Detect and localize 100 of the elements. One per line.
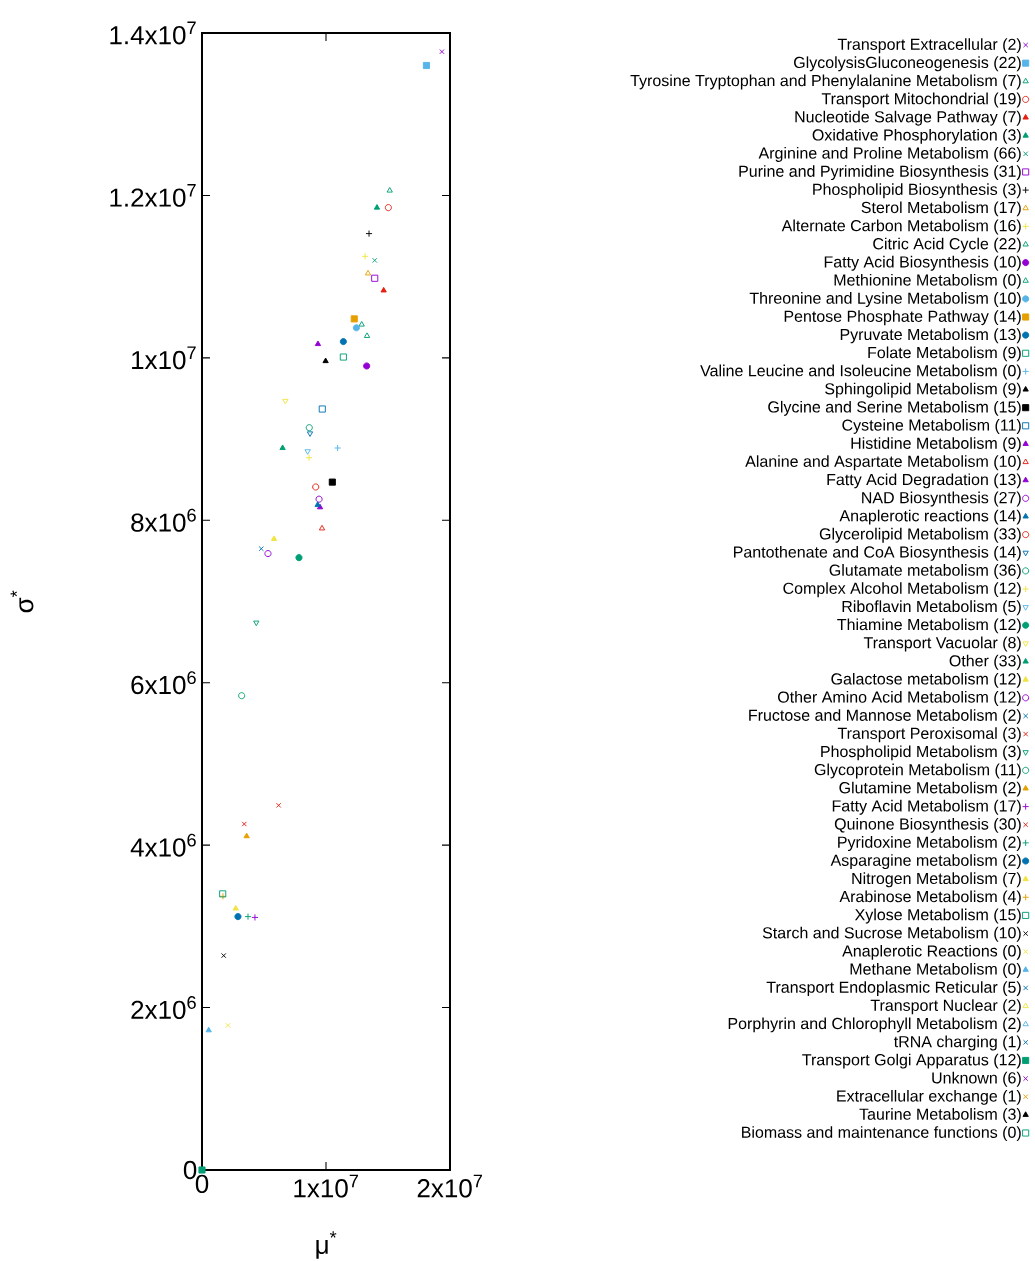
legend-label: Extracellular exchange (1) [837,1089,1021,1105]
point [295,554,303,562]
point [384,204,392,212]
legend-label: Taurine Metabolism (3) [859,1108,1021,1123]
point [198,1166,206,1174]
legend-label: Phospholipid Metabolism (3) [821,745,1021,761]
legend-label: Phospholipid Biosynthesis (3) [813,183,1021,199]
point [279,444,286,450]
legend-label: Thiamine Metabolism (12) [837,618,1021,634]
legend-label: Biomass and maintenance functions (0) [742,1126,1021,1142]
point [305,454,313,462]
legend-label: Cysteine Metabolism (11) [842,419,1021,434]
legend-label: Nitrogen Metabolism (7) [852,872,1021,888]
legend-label: Other (33) [949,654,1021,670]
point [439,49,445,55]
point [205,1026,212,1033]
legend-label: Pentose Phosphate Pathway (14) [784,310,1021,326]
x-tick-label: 1x10$^{7}$ [294,1174,358,1198]
x-axis-title: μ$^{*}$ [316,1231,337,1259]
legend-label: Glycoprotein Metabolism (11) [814,763,1021,779]
legend-label: Other Amino Acid Metabolism (12) [778,691,1021,706]
point [352,324,360,332]
legend-label: Pantothenate and CoA Biosynthesis (14) [734,545,1021,561]
legend-label: Threonine and Lysine Metabolism (10) [749,292,1021,307]
legend-label: Transport Nuclear (2) [870,999,1021,1015]
legend-label: Transport Mitochondrial (19) [821,92,1021,108]
legend-label: Sterol Metabolism (17) [861,201,1021,217]
legend-label: NAD Biosynthesis (27) [862,491,1021,507]
legend-label: tRNA charging (1) [893,1035,1021,1051]
point [318,405,326,413]
legend-label: Transport Endoplasmic Reticular (5) [766,981,1021,997]
point [339,353,347,361]
legend-label: Starch and Sucrose Metabolism (10) [762,926,1021,942]
point [241,821,247,827]
point [304,449,311,455]
y-tick-label: 6x10$^{6}$ [131,671,196,695]
legend-label: Alternate Carbon Metabolism (16) [781,219,1021,235]
legend-label: Glutamate metabolism (36) [829,564,1021,579]
point [358,321,365,327]
point [372,257,378,264]
point [339,338,347,346]
x-tick-label: 2x10$^{7}$ [417,1174,482,1198]
point [264,550,272,558]
point [422,61,430,70]
legend-label: Folate Metabolism (9) [868,346,1021,362]
point [361,252,369,260]
point [221,952,227,959]
point [371,274,379,282]
legend-label: Transport Golgi Apparatus (12) [802,1053,1021,1069]
point [306,431,314,437]
legend-label: Histidine Metabolism (9) [851,437,1021,453]
point [322,357,329,364]
legend-label: Fatty Acid Biosynthesis (10) [824,255,1021,271]
point [386,187,393,193]
legend-label: Valine Leucine and Isoleucine Metabolism (0) [700,364,1021,380]
point [363,332,371,338]
point [275,802,282,808]
point [243,832,250,839]
y-tick-label: 4x10$^{6}$ [130,833,196,857]
y-tick-label: 2x10$^{6}$ [131,996,196,1020]
legend-label: Fatty Acid Metabolism (17) [832,799,1021,815]
point [315,495,323,503]
legend-label: Anaplerotic Reactions (0) [842,944,1021,960]
point [365,230,373,238]
legend-label: Purine and Pyrimidine Biosynthesis (31) [739,165,1021,181]
legend-label: Fatty Acid Degradation (13) [827,473,1021,489]
legend-label: Riboflavin Metabolism (5) [842,600,1021,616]
legend-label: Galactose metabolism (12) [831,672,1021,688]
point [380,286,387,293]
y-tick-label: 8x10$^{6}$ [131,508,196,532]
point [225,1022,231,1029]
point [334,444,342,452]
legend-label: Arginine and Proline Metabolism (66) [758,147,1021,162]
legend-label: Porphyrin and Chlorophyll Metabolism (2) [728,1017,1021,1033]
x-tick-label: 0 [195,1174,209,1194]
point [270,535,278,541]
y-tick-label: 1.2x10$^{7}$ [110,184,196,207]
legend-label: Sphingolipid Metabolism (9) [825,382,1021,398]
legend-label: Glycerolipid Metabolism (33) [819,527,1021,543]
y-tick-label: 1.4x10$^{7}$ [110,21,196,45]
y-tick-label: 0 [183,1160,197,1180]
legend-label: Glycine and Serine Metabolism (15) [768,400,1021,416]
y-axis-title: σ$^{*}$ [10,590,34,613]
legend-label: Alanine and Aspartate Metabolism (10) [745,455,1021,471]
point [373,204,381,210]
point [364,269,372,276]
legend-label: Tyrosine Tryptophan and Phenylalanine Metabolism (7) [630,74,1021,90]
legend-label: Nucleotide Salvage Pathway (7) [795,110,1021,126]
point [314,340,322,347]
legend-label: Pyruvate Metabolism (13) [840,328,1021,344]
legend-label: Asparagine metabolism (2) [830,854,1021,870]
y-tick-label: 1x10$^{7}$ [132,346,196,370]
point [350,315,358,323]
legend-label: Oxidative Phosphorylation (3) [812,128,1021,144]
point [305,424,313,432]
legend-label: Transport Vacuolar (8) [863,636,1021,652]
legend-label: Xylose Metabolism (15) [854,908,1021,924]
legend-label: Unknown (6) [932,1071,1021,1087]
legend-label: Glutamine Metabolism (2) [839,781,1021,797]
point [328,478,336,486]
